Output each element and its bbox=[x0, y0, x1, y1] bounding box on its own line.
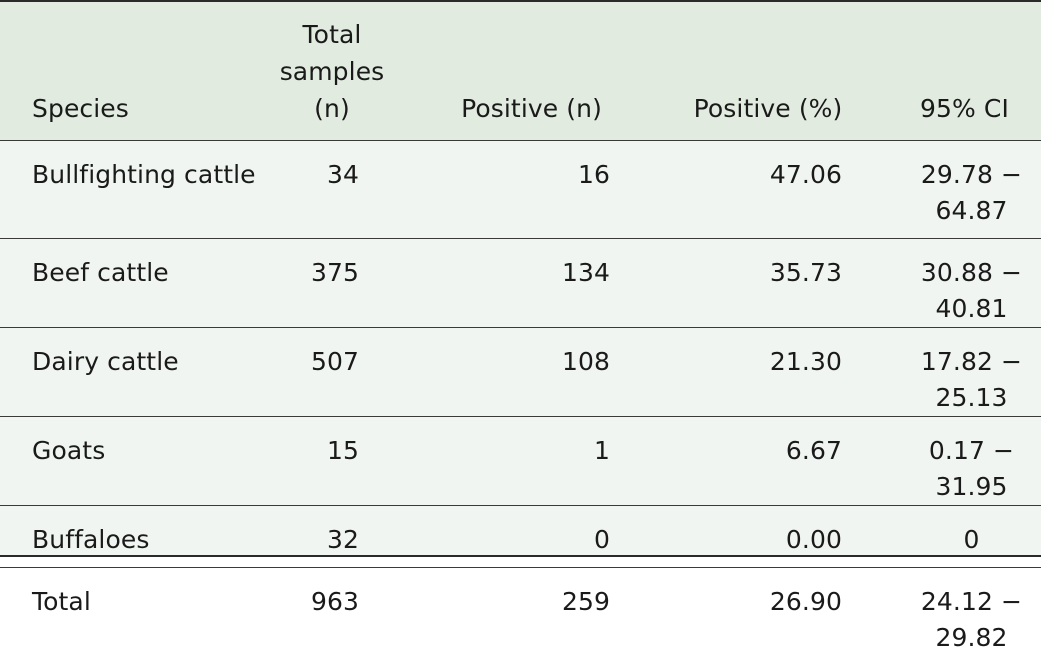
cell-species: Total bbox=[32, 586, 91, 616]
cell-species: Buffaloes bbox=[0, 505, 257, 568]
cell-species: Dairy cattle bbox=[0, 327, 257, 417]
header-total-samples: Total samples (n) bbox=[257, 2, 407, 141]
cell-ci: 17.82 − 25.13 bbox=[878, 327, 1041, 417]
table-row: Buffaloes 32 0 0.00 0 bbox=[0, 505, 1041, 568]
cell-species: Bullfighting cattle bbox=[0, 140, 257, 239]
cell-species: Beef cattle bbox=[0, 238, 257, 328]
cell-positive-pct: 47.06 bbox=[638, 140, 878, 239]
cell-positive-n: 0 bbox=[407, 505, 638, 568]
cell-positive-n: 1 bbox=[407, 416, 638, 506]
cell-ci: 29.78 − 64.87 bbox=[878, 140, 1041, 239]
cell-positive-n: 108 bbox=[407, 327, 638, 417]
cell-positive-pct: 0.00 bbox=[638, 505, 878, 568]
cell-total: 15 bbox=[257, 416, 407, 506]
header-ci: 95% CI bbox=[878, 2, 1041, 141]
table-row: Beef cattle 375 134 35.73 30.88 − 40.81 bbox=[0, 238, 1041, 328]
cell-total: 34 bbox=[257, 140, 407, 239]
header-species: Species bbox=[0, 2, 257, 141]
cell-positive-n: 259 bbox=[561, 586, 610, 616]
table-row-total: Total 963 259 26.90 24.12 − 29.82 bbox=[0, 567, 1041, 656]
cell-total: 32 bbox=[257, 505, 407, 568]
cell-positive-pct: 35.73 bbox=[638, 238, 878, 328]
cell-positive-pct: 21.30 bbox=[638, 327, 878, 417]
cell-ci: 0 bbox=[878, 505, 1041, 568]
cell-ci: 24.12 − 29.82 bbox=[920, 586, 1023, 652]
cell-total: 375 bbox=[257, 238, 407, 328]
cell-ci: 0.17 − 31.95 bbox=[878, 416, 1041, 506]
header-row: Species Total samples (n) Positive (n) Pos… bbox=[0, 2, 1041, 141]
table-header: Species Total samples (n) Positive (n) Pos… bbox=[0, 2, 1041, 141]
cell-positive-pct: 26.90 bbox=[769, 586, 842, 616]
cell-positive-pct: 6.67 bbox=[638, 416, 878, 506]
cell-ci: 30.88 − 40.81 bbox=[878, 238, 1041, 328]
cell-positive-n: 134 bbox=[407, 238, 638, 328]
cell-positive-n: 16 bbox=[407, 140, 638, 239]
table-row: Bullfighting cattle 34 16 47.06 29.78 − … bbox=[0, 140, 1041, 239]
table-body: Bullfighting cattle 34 16 47.06 29.78 − … bbox=[0, 140, 1041, 656]
table-row: Dairy cattle 507 108 21.30 17.82 − 25.13 bbox=[0, 327, 1041, 417]
table-row: Goats 15 1 6.67 0.17 − 31.95 bbox=[0, 416, 1041, 506]
header-positive-pct: Positive (%) bbox=[638, 2, 878, 141]
cell-total: 963 bbox=[310, 586, 359, 616]
header-positive-n: Positive (n) bbox=[407, 2, 638, 141]
cell-total: 507 bbox=[257, 327, 407, 417]
cell-species: Goats bbox=[0, 416, 257, 506]
